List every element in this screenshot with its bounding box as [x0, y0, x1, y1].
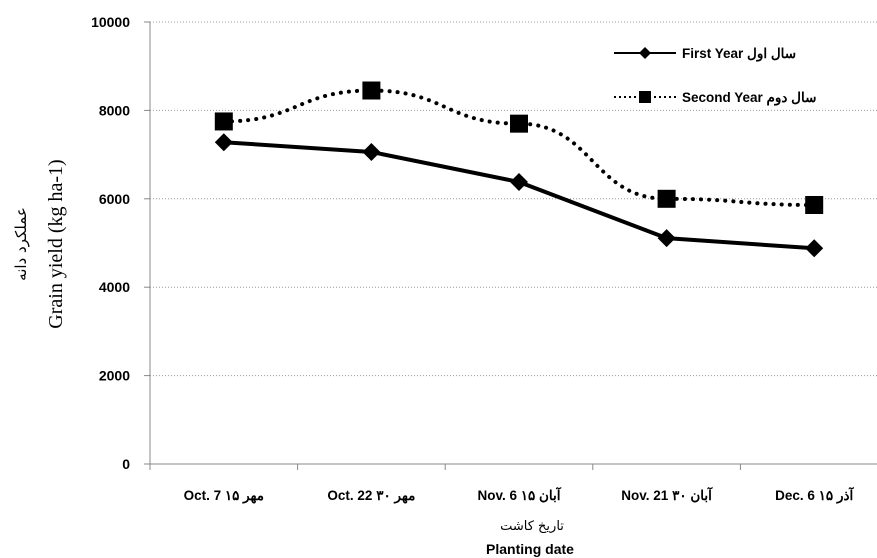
x-tick-label: Dec. 6 ۱۵ آذر: [775, 486, 854, 504]
data-point-diamond: [362, 142, 381, 161]
x-axis-label-persian: تاریخ کاشت: [500, 519, 564, 534]
data-point-square: [510, 114, 528, 133]
y-tick-label: 8000: [99, 102, 130, 118]
legend-marker-diamond: [639, 47, 651, 59]
y-tick-label: 4000: [99, 279, 130, 295]
y-tick-label: 2000: [99, 368, 130, 384]
data-point-square: [657, 189, 676, 208]
data-point-diamond: [510, 173, 528, 192]
y-tick-labels: 0 2000 4000 6000 8000 10000: [91, 14, 150, 472]
y-axis-label-persian: عملکرد دانه: [12, 207, 30, 281]
data-point-square: [362, 81, 381, 100]
series-line: [223, 140, 815, 251]
data-point-square: [214, 112, 233, 131]
y-tick-label: 6000: [99, 191, 130, 207]
y-axis-label: Grain yield (kg ha-1): [45, 159, 67, 328]
series-line: [221, 88, 817, 207]
y-tick-label: 0: [122, 456, 130, 472]
x-tick-label: Oct. 7 ۱۵ مهر: [184, 488, 264, 504]
gridlines: [150, 21, 877, 377]
x-axis-label: Planting date: [486, 541, 574, 557]
series-group: [214, 81, 824, 258]
legend: First Year سال اول Second Year سال دوم: [614, 46, 816, 106]
data-point-diamond: [805, 239, 824, 258]
y-tick-label: 10000: [91, 14, 130, 30]
legend-label-second-year: Second Year سال دوم: [682, 90, 816, 106]
series-second-year: [214, 81, 824, 214]
series-first-year: [214, 133, 824, 258]
data-point-diamond: [657, 229, 676, 248]
legend-marker-square: [639, 91, 651, 103]
x-tick-label: Oct. 22 ۳۰ مهر: [327, 488, 415, 504]
data-point-diamond: [214, 133, 233, 152]
data-point-square: [805, 195, 824, 214]
x-tick-labels: Oct. 7 ۱۵ مهر Oct. 22 ۳۰ مهر Nov. 6 ۱۵ آبا…: [149, 464, 854, 504]
axes: [149, 22, 877, 465]
x-tick-label: Nov. 21 ۳۰ آبان: [621, 486, 713, 503]
legend-label-first-year: First Year سال اول: [682, 46, 796, 62]
x-tick-label: Nov. 6 ۱۵ آبان: [477, 486, 561, 503]
